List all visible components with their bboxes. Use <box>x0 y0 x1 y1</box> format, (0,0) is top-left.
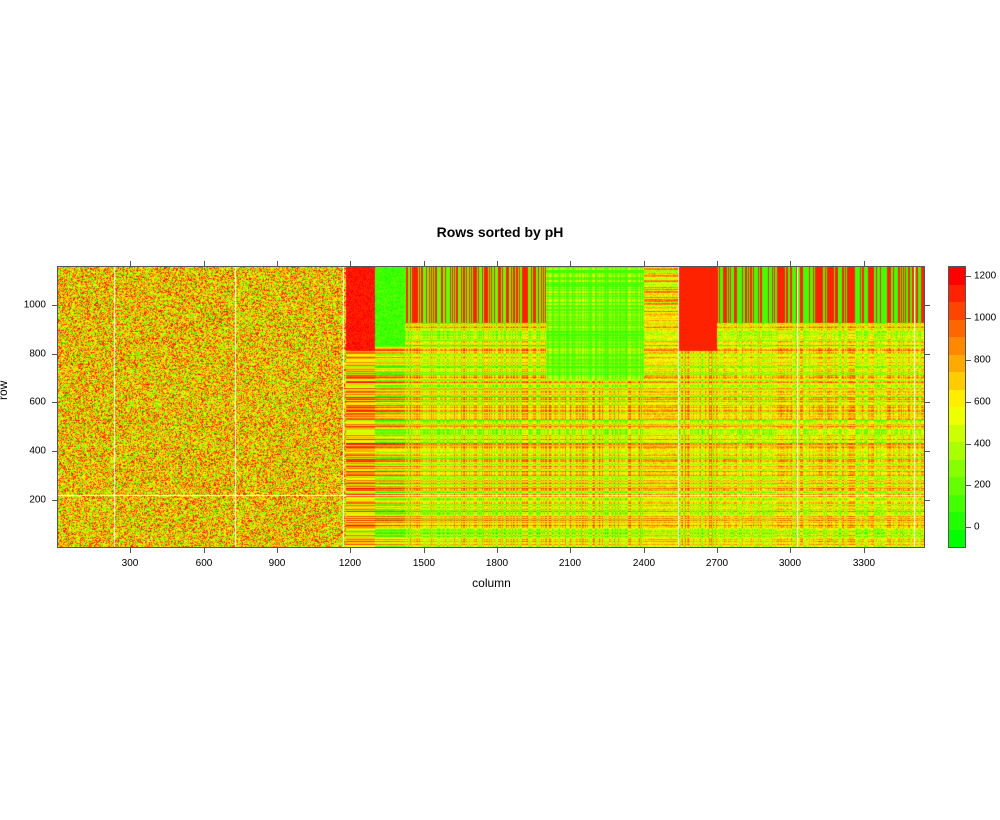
x-tick-label: 2700 <box>705 558 729 569</box>
x-tick-mark <box>570 261 571 266</box>
color-key-label: 800 <box>974 354 991 366</box>
y-tick-mark <box>925 354 930 355</box>
y-tick-mark <box>52 500 57 501</box>
y-tick-mark <box>52 451 57 452</box>
x-tick-label: 2400 <box>632 558 656 569</box>
x-tick-mark <box>717 261 718 266</box>
color-key-label: 1000 <box>974 312 997 324</box>
color-key-swatch <box>949 494 965 512</box>
color-key-swatch <box>949 407 965 425</box>
x-tick-label: 3300 <box>852 558 876 569</box>
color-key-swatch <box>949 389 965 407</box>
color-key-swatch <box>949 354 965 372</box>
color-key-tick <box>966 527 971 528</box>
color-key-swatch <box>949 284 965 302</box>
y-tick-label: 800 <box>29 348 46 360</box>
color-key-label: 0 <box>974 521 980 533</box>
color-key-swatch <box>949 302 965 320</box>
x-tick-label: 900 <box>268 558 286 569</box>
x-tick-label: 2100 <box>558 558 582 569</box>
y-tick-mark <box>925 402 930 403</box>
color-key-swatch <box>949 529 965 547</box>
color-key <box>948 266 966 548</box>
color-key-label: 200 <box>974 479 991 491</box>
x-tick-mark <box>204 548 205 553</box>
color-key-label: 1200 <box>974 270 997 282</box>
x-tick-mark <box>497 548 498 553</box>
y-tick-label: 200 <box>29 494 46 506</box>
y-tick-mark <box>52 402 57 403</box>
y-tick-label: 600 <box>29 396 46 408</box>
x-tick-mark <box>644 261 645 266</box>
y-axis-title: row <box>0 380 10 400</box>
x-tick-mark <box>130 261 131 266</box>
y-tick-mark <box>925 305 930 306</box>
color-key-swatch <box>949 267 965 285</box>
x-tick-mark <box>497 261 498 266</box>
x-tick-mark <box>790 548 791 553</box>
color-key-tick <box>966 360 971 361</box>
x-axis-title: column <box>472 576 511 590</box>
color-key-swatch <box>949 442 965 460</box>
x-tick-mark <box>277 261 278 266</box>
x-tick-label: 1800 <box>485 558 509 569</box>
x-tick-mark <box>570 548 571 553</box>
x-tick-mark <box>424 261 425 266</box>
color-key-swatch <box>949 337 965 355</box>
x-tick-mark <box>424 548 425 553</box>
y-tick-mark <box>52 305 57 306</box>
color-key-swatch <box>949 319 965 337</box>
x-tick-label: 1500 <box>412 558 436 569</box>
x-tick-mark <box>790 261 791 266</box>
x-tick-mark <box>204 261 205 266</box>
y-tick-mark <box>925 500 930 501</box>
x-tick-mark <box>644 548 645 553</box>
heatmap-canvas <box>58 267 924 547</box>
color-key-label: 400 <box>974 438 991 450</box>
x-tick-mark <box>130 548 131 553</box>
x-tick-mark <box>350 261 351 266</box>
color-key-swatch <box>949 459 965 477</box>
x-tick-label: 3000 <box>778 558 802 569</box>
color-key-tick <box>966 276 971 277</box>
color-key-label: 600 <box>974 396 991 408</box>
color-key-tick <box>966 318 971 319</box>
x-tick-mark <box>277 548 278 553</box>
color-key-tick <box>966 402 971 403</box>
x-tick-label: 1200 <box>338 558 362 569</box>
x-tick-mark <box>864 261 865 266</box>
heatmap-panel <box>57 266 925 548</box>
chart-title: Rows sorted by pH <box>436 224 564 240</box>
color-key-swatch <box>949 477 965 495</box>
y-tick-label: 400 <box>29 445 46 457</box>
color-key-swatch <box>949 424 965 442</box>
color-key-tick <box>966 485 971 486</box>
color-key-swatch <box>949 512 965 530</box>
color-key-swatch <box>949 372 965 390</box>
color-key-tick <box>966 444 971 445</box>
x-tick-mark <box>350 548 351 553</box>
x-tick-label: 300 <box>121 558 139 569</box>
y-tick-mark <box>52 354 57 355</box>
x-tick-label: 600 <box>195 558 213 569</box>
x-tick-mark <box>717 548 718 553</box>
x-tick-mark <box>864 548 865 553</box>
y-tick-mark <box>925 451 930 452</box>
y-tick-label: 1000 <box>23 299 46 311</box>
